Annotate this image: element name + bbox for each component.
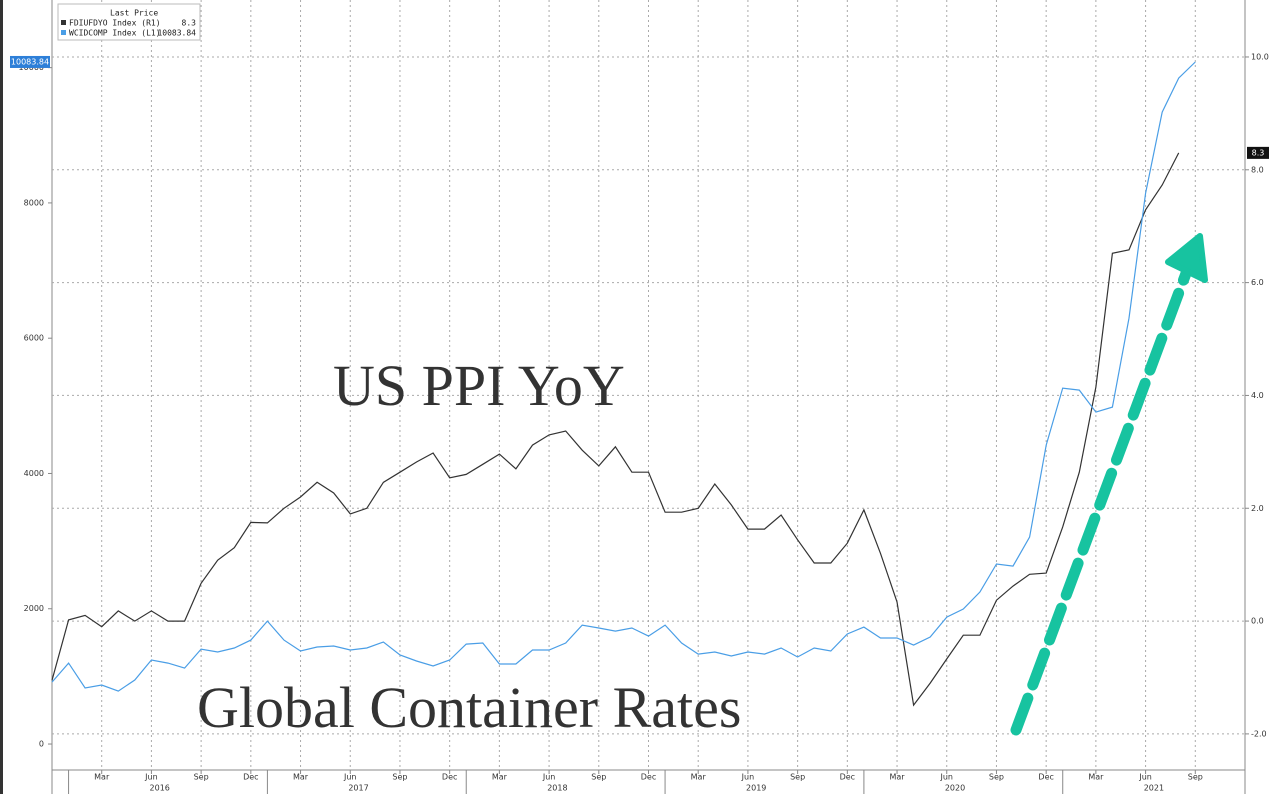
legend-value: 10083.84	[157, 29, 196, 38]
legend-value: 8.3	[182, 19, 197, 28]
x-tick-label: Dec	[243, 773, 258, 782]
x-tick-label: Dec	[442, 773, 457, 782]
x-tick-label: Sep	[989, 773, 1004, 782]
annotation: US PPI YoY	[333, 353, 625, 418]
arrow-shaft	[1010, 262, 1194, 736]
frame-edge	[0, 0, 3, 794]
last-value-label: 8.3	[1252, 148, 1265, 157]
x-tick-label: Dec	[1038, 773, 1053, 782]
y-tick-label: 0	[39, 740, 44, 749]
legend-label: WCIDCOMP Index (L1)	[69, 29, 161, 38]
x-tick-label: Mar	[492, 773, 508, 782]
last-value-label: 10083.84	[11, 57, 49, 66]
y-tick-label: 2000	[24, 604, 44, 613]
x-tick-label: Jun	[144, 773, 158, 782]
x-tick-label: Mar	[94, 773, 110, 782]
y2-tick-label: 6.0	[1251, 278, 1264, 287]
series-line	[51, 152, 1180, 707]
x-tick-label: Jun	[343, 773, 357, 782]
legend-box	[57, 3, 201, 41]
x-tick-label: Mar	[293, 773, 309, 782]
y2-tick-label: 10.0	[1251, 52, 1269, 61]
legend: Last Price FDIUFDYO Index (R1) 8.3 WCIDC…	[57, 3, 201, 41]
y2-tick-label: 8.0	[1251, 165, 1264, 174]
x-tick-label: Jun	[940, 773, 954, 782]
x-tick-label: Jun	[1138, 773, 1152, 782]
y2-tick-label: 4.0	[1251, 391, 1264, 400]
y-tick-label: 6000	[24, 334, 44, 343]
y2-tick-label: 2.0	[1251, 504, 1264, 513]
x-year-label: 2017	[348, 784, 368, 793]
legend-title: Last Price	[110, 9, 158, 18]
x-tick-label: Sep	[790, 773, 805, 782]
legend-label: FDIUFDYO Index (R1)	[69, 19, 161, 28]
legend-swatch	[61, 30, 66, 35]
x-year-label: 2019	[746, 784, 766, 793]
annotation: Global Container Rates	[197, 675, 741, 740]
x-tick-label: Sep	[1188, 773, 1203, 782]
series-line	[51, 61, 1196, 692]
y2-tick-label: -2.0	[1251, 729, 1267, 738]
y-tick-label: 8000	[24, 198, 44, 207]
x-year-label: 2020	[945, 784, 965, 793]
x-tick-label: Sep	[194, 773, 209, 782]
arrow-head	[1165, 233, 1208, 283]
x-year-label: 2018	[547, 784, 567, 793]
x-tick-label: Dec	[840, 773, 855, 782]
x-year-label: 2016	[150, 784, 170, 793]
y-tick-label: 4000	[24, 469, 44, 478]
x-tick-label: Sep	[591, 773, 606, 782]
lines	[51, 61, 1196, 707]
last-value-box	[1247, 146, 1269, 159]
x-tick-label: Jun	[542, 773, 556, 782]
x-tick-label: Mar	[691, 773, 707, 782]
x-year-label: 2021	[1144, 784, 1164, 793]
y2-tick-label: 0.0	[1251, 617, 1264, 626]
trend-arrow	[1010, 233, 1208, 736]
legend-swatch	[61, 20, 66, 25]
x-tick-label: Mar	[1088, 773, 1104, 782]
x-tick-label: Jun	[741, 773, 755, 782]
last-value-box	[10, 55, 50, 68]
x-tick-label: Sep	[392, 773, 407, 782]
x-tick-label: Mar	[889, 773, 905, 782]
x-tick-label: Dec	[641, 773, 656, 782]
